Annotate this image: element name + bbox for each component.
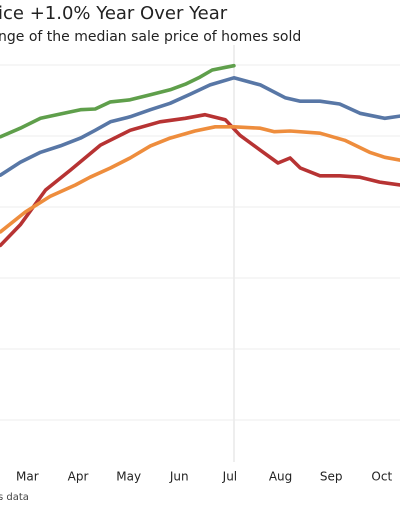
x-tick-label: May [116, 470, 141, 484]
x-tick-label: Jun [169, 470, 189, 484]
x-tick-label: Apr [68, 470, 89, 484]
x-tick-label: Jul [222, 470, 237, 484]
x-tick-label: Aug [269, 470, 292, 484]
chart-title: ice +1.0% Year Over Year [0, 3, 228, 24]
data-line [0, 125, 400, 234]
data-line [0, 112, 400, 248]
data-line [0, 63, 236, 139]
data-line [0, 76, 400, 177]
source-note: s data [0, 492, 29, 503]
chart-subtitle: nge of the median sale price of homes so… [0, 29, 301, 45]
x-tick-label: Sep [320, 470, 343, 484]
x-tick-label: Mar [16, 470, 39, 484]
x-tick-label: Oct [371, 470, 392, 484]
